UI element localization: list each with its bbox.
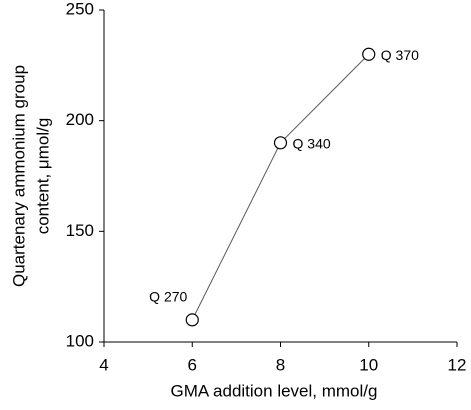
point-label: Q 270 [149,289,187,305]
y-tick-label: 200 [66,110,94,129]
x-axis-label: GMA addition level, mmol/g [171,381,378,400]
x-tick-label: 12 [448,355,467,374]
y-tick-label: 150 [66,221,94,240]
x-tick-label: 10 [359,355,378,374]
marker [273,136,288,150]
x-tick-label: 4 [99,355,108,374]
y-tick-label: 250 [66,0,94,18]
point-label: Q 340 [293,136,331,152]
marker [185,313,199,327]
x-tick-label: 6 [188,355,197,374]
y-tick-label: 100 [66,331,94,350]
x-tick-label: 8 [276,355,285,374]
y-axis-label: content, μmol/g [33,118,52,235]
line [191,53,370,321]
y-axis-label: Quartenary ammonium group [9,65,28,287]
point-label: Q 370 [381,47,419,63]
marker [362,47,376,61]
